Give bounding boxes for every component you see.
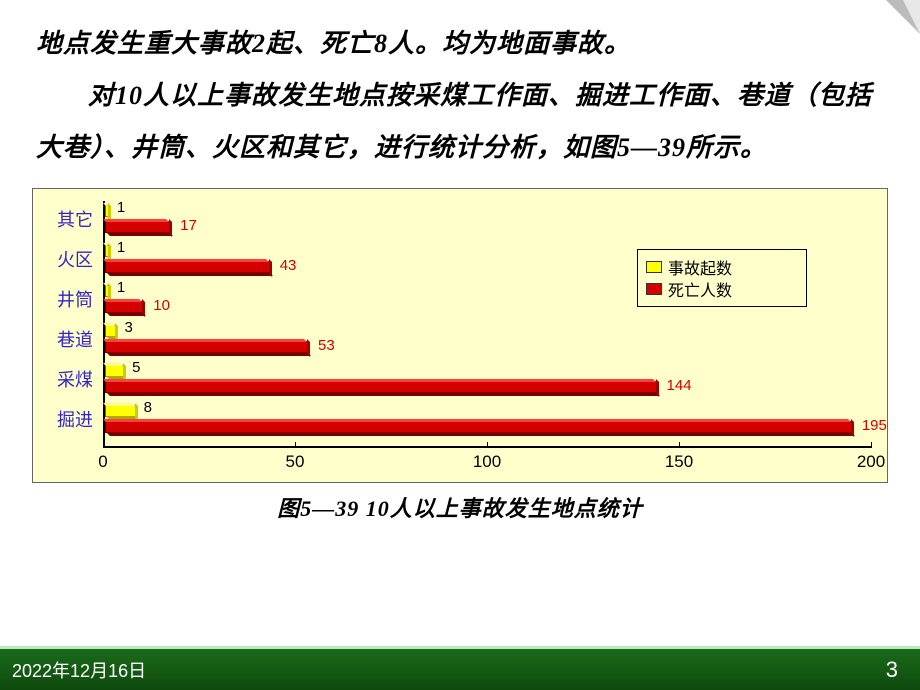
footer-bar: 2022年12月16日 3	[0, 646, 920, 690]
bar-deaths	[105, 341, 308, 353]
x-tick-mark	[487, 442, 488, 448]
value-label: 1	[117, 199, 125, 216]
legend-label: 事故起数	[668, 255, 732, 279]
cat-label: 其它	[57, 206, 93, 232]
bar-accidents	[105, 245, 109, 257]
legend-label: 死亡人数	[668, 277, 732, 301]
footer-date: 2022年12月16日	[12, 657, 146, 683]
legend-item: 事故起数	[646, 256, 798, 278]
bar-accidents	[105, 365, 124, 377]
bar-accidents	[105, 205, 109, 217]
bar-accidents	[105, 285, 109, 297]
legend-swatch-red	[646, 283, 662, 295]
bar-chart: 其它 火区 井筒 巷道 采煤 掘进 1 17 1 43 1 10 3 53 5 144 8 195 0…	[32, 188, 888, 483]
bar-deaths	[105, 221, 170, 233]
value-label: 10	[153, 297, 170, 314]
x-tick-mark	[871, 442, 872, 448]
chart-caption: 图5—39 10人以上事故发生地点统计	[0, 491, 920, 523]
para-line-1: 地点发生重大事故2起、死亡8人。均为地面事故。	[36, 29, 631, 58]
x-tick-mark	[103, 442, 104, 448]
value-label: 5	[132, 359, 140, 376]
value-label: 17	[180, 217, 197, 234]
x-axis: 050100150200	[103, 450, 871, 474]
value-label: 53	[318, 337, 335, 354]
x-tick-label: 200	[857, 452, 885, 472]
value-label: 43	[280, 257, 297, 274]
value-label: 3	[124, 319, 132, 336]
x-tick-label: 100	[473, 452, 501, 472]
cat-label: 井筒	[57, 286, 93, 312]
bar-accidents	[105, 405, 136, 417]
bar-deaths	[105, 421, 852, 433]
footer-page-number: 3	[886, 657, 898, 683]
x-tick-label: 0	[98, 452, 107, 472]
plot-area: 11714311035351448195	[103, 201, 871, 448]
x-tick-mark	[679, 442, 680, 448]
cat-label: 采煤	[57, 366, 93, 392]
value-label: 1	[117, 239, 125, 256]
chart-inner: 其它 火区 井筒 巷道 采煤 掘进 1 17 1 43 1 10 3 53 5 144 8 195 0…	[33, 189, 887, 482]
cat-label: 掘进	[57, 406, 93, 432]
page-fold	[903, 0, 920, 34]
value-label: 8	[144, 399, 152, 416]
legend-item: 死亡人数	[646, 278, 798, 300]
value-label: 144	[667, 377, 692, 394]
legend-swatch-yellow	[646, 261, 662, 273]
body-text: 地点发生重大事故2起、死亡8人。均为地面事故。 对10人以上事故发生地点按采煤工…	[0, 0, 920, 180]
value-label: 1	[117, 279, 125, 296]
x-tick-mark	[295, 442, 296, 448]
x-tick-label: 50	[286, 452, 305, 472]
para-line-2: 对10人以上事故发生地点按采煤工作面、掘进工作面、巷道（包括大巷）、井筒、火区和…	[36, 81, 872, 162]
bar-deaths	[105, 301, 143, 313]
bar-deaths	[105, 381, 657, 393]
legend: 事故起数 死亡人数	[637, 249, 807, 307]
y-axis-labels: 其它 火区 井筒 巷道 采煤 掘进	[33, 189, 103, 482]
cat-label: 巷道	[57, 326, 93, 352]
cat-label: 火区	[57, 246, 93, 272]
value-label: 195	[862, 417, 887, 434]
x-tick-label: 150	[665, 452, 693, 472]
bar-accidents	[105, 325, 116, 337]
bar-deaths	[105, 261, 270, 273]
